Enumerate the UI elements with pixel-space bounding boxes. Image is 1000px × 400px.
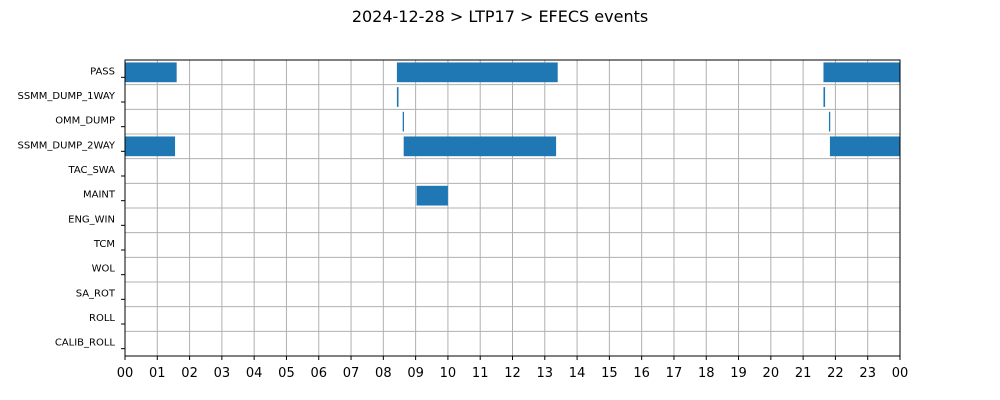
y-tick-label: CALIB_ROLL [55,338,116,349]
event-bar [125,62,177,83]
x-tick-label: 23 [859,366,876,381]
x-tick-label: 18 [698,366,715,381]
event-bar [125,136,176,157]
x-tick-label: 22 [827,366,844,381]
x-tick-label: 02 [181,366,198,381]
x-tick-label: 12 [504,366,521,381]
x-tick-label: 15 [601,366,618,381]
y-tick-label: PASS [90,66,115,77]
x-tick-label: 21 [795,366,812,381]
x-tick-label: 17 [666,366,683,381]
y-tick-label: ENG_WIN [68,214,115,225]
x-tick-label: 14 [569,366,586,381]
y-tick-label: MAINT [83,190,116,201]
x-tick-label: 08 [375,366,392,381]
event-bar [828,111,831,132]
chart-title: 2024-12-28 > LTP17 > EFECS events [352,7,648,26]
event-bar [829,136,900,157]
x-tick-label: 00 [892,366,909,381]
event-bar [396,62,558,83]
y-axis-labels: PASS SSMM_DUMP_1WAY OMM_DUMP SSMM_DUMP_2WAY… [17,66,125,350]
y-tick-label: TAC_SWA [67,165,115,176]
x-tick-label: 03 [214,366,231,381]
x-tick-label: 13 [537,366,554,381]
x-tick-label: 20 [763,366,780,381]
x-tick-label: 05 [278,366,295,381]
event-bar [823,62,900,83]
x-tick-label: 16 [633,366,650,381]
x-tick-label: 10 [440,366,457,381]
x-tick-label: 06 [310,366,327,381]
x-tick-label: 19 [730,366,747,381]
event-bar [402,111,404,132]
event-bar [416,185,448,206]
event-bar [823,87,826,107]
x-tick-label: 00 [117,366,134,381]
y-tick-label: ROLL [89,313,115,324]
event-bar [403,136,557,157]
y-tick-label: SA_ROT [76,288,116,299]
event-bar [396,87,399,107]
y-tick-label: TCM [93,239,115,250]
y-tick-label: OMM_DUMP [55,116,115,127]
event-bars [125,62,900,206]
x-axis-labels: 00 01 02 03 04 05 06 07 08 09 10 11 12 13 14 15 16 17 18 19… [117,356,909,381]
x-tick-label: 11 [472,366,489,381]
x-tick-label: 09 [407,366,424,381]
x-tick-label: 01 [149,366,166,381]
x-tick-label: 07 [343,366,360,381]
y-tick-label: SSMM_DUMP_1WAY [17,91,115,102]
grid-lines [124,60,901,356]
x-tick-label: 04 [246,366,263,381]
y-tick-label: WOL [92,264,116,275]
y-tick-label: SSMM_DUMP_2WAY [17,140,115,151]
